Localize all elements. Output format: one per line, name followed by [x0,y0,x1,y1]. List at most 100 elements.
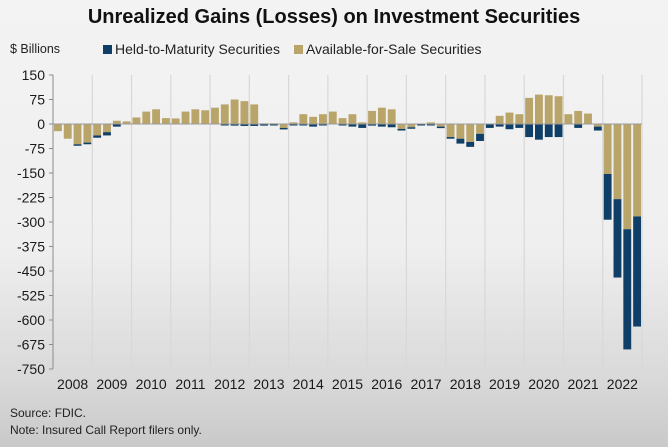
bar-afs [377,107,386,124]
bar-htm [446,137,455,139]
legend-item-afs: Available-for-Sale Securities [293,41,482,57]
bar-htm [299,124,308,126]
y-tick-label: 0 [37,116,45,132]
bar-afs [279,124,288,128]
x-tick-label: 2017 [410,376,441,392]
bar-htm [220,124,229,126]
y-tick-label: -750 [17,361,45,377]
bar-htm [387,124,396,128]
bar-htm [476,133,484,141]
chart-legend: Held-to-Maturity Securities Available-fo… [103,41,482,57]
x-tick-label: 2012 [214,376,245,392]
bar-afs [112,120,121,124]
bar-htm [348,124,357,127]
legend-swatch-afs [293,44,303,54]
y-tick-label: 150 [22,67,46,83]
x-tick-label: 2013 [253,376,284,392]
bar-afs [387,109,396,124]
bar-htm [289,124,298,126]
bar-htm [593,126,602,131]
bar-htm [73,144,82,146]
bar-afs [534,94,543,124]
x-tick-label: 2018 [450,376,481,392]
bar-htm [407,127,416,129]
bar-afs [319,114,327,124]
chart-plot: 150 75 0 -75 -150 -225 -300 -375 -450 -525 -600 -67… [17,67,643,392]
x-tick-label: 2019 [489,376,520,392]
bar-htm [368,124,376,126]
y-tick-label: -600 [17,312,45,328]
bar-htm [240,124,249,126]
bar-htm [397,128,406,131]
bar-htm [534,124,543,140]
bar-afs [574,110,583,124]
bar-afs [436,124,445,127]
bar-afs [53,124,62,132]
bar-htm [83,142,92,145]
bar-htm [377,124,386,127]
bar-afs [122,121,131,124]
bar-afs [446,124,455,138]
source-note: Source: FDIC. [10,406,87,420]
bar-afs [613,124,622,200]
bar-htm [515,124,524,128]
bar-afs [358,122,367,124]
x-tick-label: 2016 [371,376,402,392]
x-tick-label: 2021 [568,376,599,392]
legend-label-htm: Held-to-Maturity Securities [115,41,280,57]
x-tick-label: 2014 [293,376,324,392]
bar-htm [544,124,553,138]
bar-htm [613,199,622,278]
y-tick-label: -525 [17,288,45,304]
bar-afs [505,112,514,124]
bar-afs [584,113,592,124]
bar-afs [328,111,337,124]
y-tick-label: -150 [17,165,45,181]
x-tick-label: 2010 [136,376,167,392]
y-tick-label: -75 [25,141,45,157]
bar-htm [485,124,494,128]
bar-afs [73,124,82,145]
bar-htm [260,124,268,126]
x-tick-label: 2022 [607,376,638,392]
bar-afs [63,124,72,139]
bar-htm [358,124,367,128]
bar-htm [574,124,583,128]
bar-afs [181,111,190,124]
bar-afs [564,114,573,124]
bar-htm [505,124,514,130]
bar-afs [544,95,553,124]
bar-htm [319,124,327,126]
bar-htm [554,124,563,138]
legend-swatch-htm [103,44,112,54]
bar-htm [436,126,445,129]
bar-htm [623,229,632,350]
bar-afs [466,124,475,142]
chart-footnotes: Source: FDIC. Note: Insured Call Report … [10,405,202,439]
x-tick-label: 2020 [528,376,559,392]
bar-htm [427,124,435,126]
bar-afs [142,111,151,124]
bar-afs [338,118,347,124]
y-tick-label: -225 [17,190,45,206]
bar-afs [593,124,602,127]
bar-htm [250,124,259,126]
bar-afs [83,124,92,143]
bar-afs [554,96,563,124]
y-tick-label: -675 [17,337,45,353]
bar-afs [309,116,318,124]
bar-afs [240,101,249,124]
bar-htm [309,124,318,127]
bar-afs [495,115,504,124]
bar-afs [211,107,219,124]
bar-htm [603,173,612,220]
bar-htm [495,124,504,127]
bar-afs [299,114,308,124]
legend-item-htm: Held-to-Maturity Securities [103,41,280,57]
bar-afs [250,104,259,124]
bar-htm [466,141,475,147]
x-tick-label: 2015 [332,376,363,392]
bar-htm [633,216,642,327]
y-tick-label: 75 [29,92,45,108]
bar-htm [338,124,347,126]
